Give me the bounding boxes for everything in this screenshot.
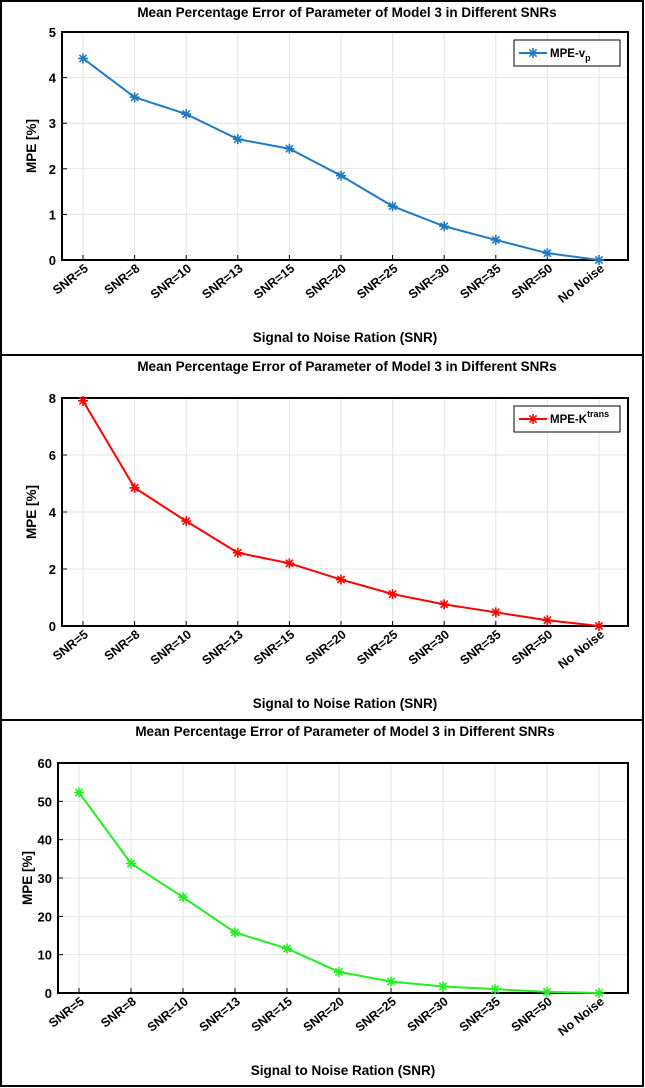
y-tick-label: 50 (38, 794, 52, 809)
data-point (387, 201, 398, 212)
y-tick-label: 2 (49, 562, 56, 577)
data-point (438, 981, 448, 992)
data-point (284, 558, 295, 569)
x-axis-label: Signal to Noise Ration (SNR) (253, 696, 438, 711)
data-point (181, 109, 192, 120)
data-point (129, 92, 140, 103)
y-tick-label: 6 (49, 448, 56, 463)
legend-label: MPE-Ktrans (550, 409, 609, 426)
y-tick-label: 20 (38, 909, 52, 924)
chart: Mean Percentage Error of Parameter of Mo… (24, 359, 629, 711)
y-axis-label: MPE [%] (20, 851, 35, 905)
plot-frame (57, 762, 629, 994)
y-tick-label: 1 (49, 207, 56, 222)
chart-title: Mean Percentage Error of Parameter of Mo… (137, 5, 556, 20)
data-point (181, 516, 192, 527)
data-point (334, 966, 344, 977)
y-tick-label: 60 (38, 756, 52, 771)
data-point (490, 607, 501, 618)
data-point (336, 170, 346, 181)
y-axis-label: MPE [%] (24, 485, 39, 539)
y-tick-label: 4 (49, 505, 57, 520)
legend-label-main: MPE-v (550, 48, 586, 60)
y-axis-label: MPE [%] (24, 119, 39, 173)
y-tick-label: 8 (49, 391, 56, 406)
data-point (542, 615, 553, 626)
plot-frame (61, 397, 629, 627)
legend-label-main: MPE-K (550, 414, 588, 426)
data-point (178, 892, 188, 903)
data-point (594, 255, 604, 265)
y-tick-label: 30 (38, 871, 52, 886)
chart: Mean Percentage Error of Parameter of Mo… (24, 5, 629, 345)
data-point (129, 482, 140, 493)
data-point (387, 589, 398, 600)
plot-frame (61, 31, 629, 261)
data-point (232, 134, 243, 145)
legend-label-superscript: trans (587, 409, 609, 419)
data-point (78, 395, 88, 406)
data-point (439, 221, 450, 232)
data-point (126, 858, 136, 869)
data-point (230, 927, 240, 938)
y-tick-label: 4 (49, 71, 57, 86)
y-tick-label: 0 (49, 253, 56, 268)
legend-marker (528, 48, 538, 58)
data-point (490, 234, 501, 245)
y-tick-label: 2 (49, 162, 56, 177)
data-point (336, 574, 346, 585)
data-point (232, 547, 243, 558)
data-point (594, 621, 604, 631)
y-tick-label: 0 (49, 619, 56, 634)
y-tick-label: 10 (38, 948, 52, 963)
x-axis-label: Signal to Noise Ration (SNR) (253, 330, 438, 345)
legend-label-subscript: p (585, 53, 591, 63)
data-point (542, 248, 553, 259)
chart-title: Mean Percentage Error of Parameter of Mo… (135, 724, 554, 739)
data-point (74, 787, 84, 798)
data-point (594, 988, 604, 998)
data-point (78, 53, 88, 64)
legend-label: MPE-vp (550, 48, 591, 63)
plot-area (62, 32, 628, 260)
legend-marker (528, 414, 538, 424)
data-point (490, 984, 500, 995)
data-point (542, 986, 552, 997)
y-tick-label: 5 (49, 25, 56, 40)
data-point (282, 943, 292, 954)
y-tick-label: 3 (49, 116, 56, 131)
data-point (386, 976, 396, 987)
y-tick-label: 40 (38, 833, 52, 848)
x-axis-label: Signal to Noise Ration (SNR) (251, 1063, 436, 1078)
chart-title: Mean Percentage Error of Parameter of Mo… (137, 359, 556, 374)
data-point (439, 599, 450, 610)
data-point (284, 143, 295, 154)
y-tick-label: 0 (45, 986, 52, 1001)
